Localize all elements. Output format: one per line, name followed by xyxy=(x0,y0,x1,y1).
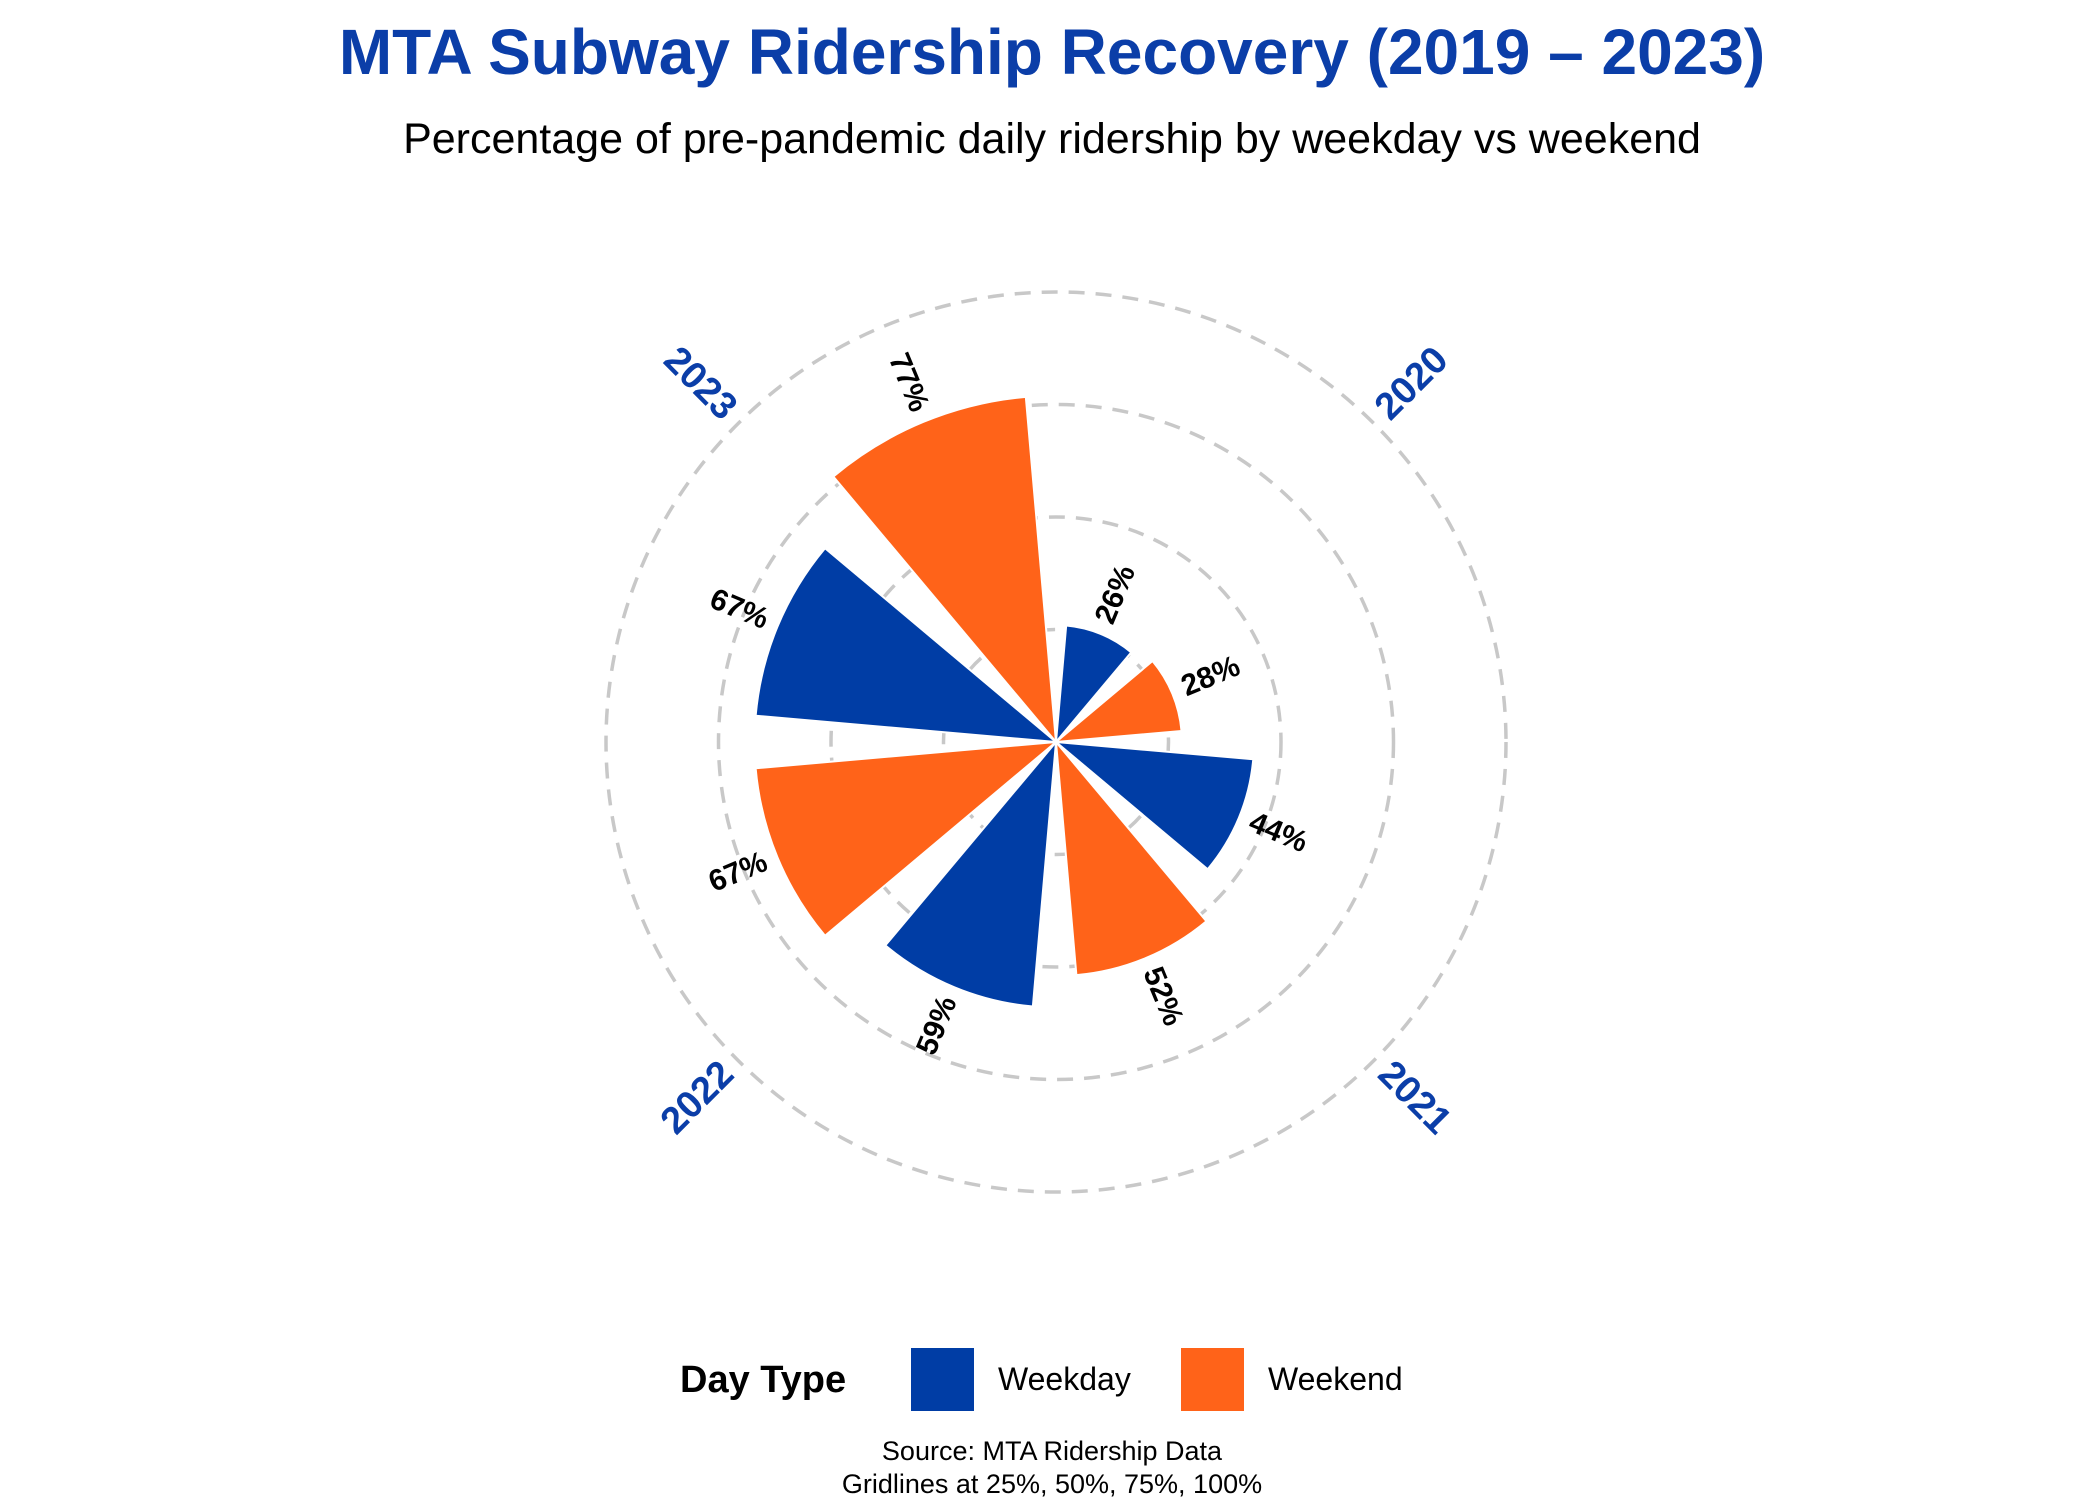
value-label-weekend-2020: 28% xyxy=(1177,650,1245,703)
bar-weekday-2022 xyxy=(883,738,1058,1008)
year-label-2021: 2021 xyxy=(1370,1053,1459,1142)
bar-weekend-2020 xyxy=(1052,659,1183,744)
value-label-weekday-2022: 59% xyxy=(910,991,963,1059)
bar-weekend-2023 xyxy=(831,395,1058,746)
year-label-2022: 2022 xyxy=(653,1053,742,1142)
bars xyxy=(754,395,1255,1008)
bar-weekend-2021 xyxy=(1054,738,1208,977)
value-label-weekend-2021: 52% xyxy=(1136,962,1189,1030)
value-label-weekend-2023: 77% xyxy=(882,348,935,416)
gridline-50 xyxy=(829,515,1283,969)
legend-label-weekday: Weekday xyxy=(998,1361,1131,1397)
year-label-2023: 2023 xyxy=(656,339,745,428)
year-label-2020: 2020 xyxy=(1367,339,1456,428)
gridline-75 xyxy=(716,402,1396,1082)
value-label-weekend-2022: 67% xyxy=(704,845,772,898)
gridlines xyxy=(604,290,1508,1194)
value-label-weekday-2020: 26% xyxy=(1089,560,1142,628)
caption-gridlines: Gridlines at 25%, 50%, 75%, 100% xyxy=(842,1469,1262,1499)
bar-weekday-2021 xyxy=(1052,740,1255,871)
bar-weekend-2022 xyxy=(754,740,1060,938)
legend-title: Day Type xyxy=(680,1359,846,1401)
legend-label-weekend: Weekend xyxy=(1268,1361,1403,1397)
caption-source: Source: MTA Ridership Data xyxy=(882,1436,1223,1466)
gridline-100 xyxy=(604,290,1508,1194)
gridline-25 xyxy=(941,627,1171,857)
bar-weekday-2020 xyxy=(1054,624,1133,746)
chart-title: MTA Subway Ridership Recovery (2019 – 20… xyxy=(339,16,1765,88)
legend-swatch-weekday xyxy=(911,1348,974,1411)
bar-weekday-2023 xyxy=(754,546,1060,744)
chart-subtitle: Percentage of pre-pandemic daily ridersh… xyxy=(403,115,1701,163)
legend: Day Type Weekday Weekend xyxy=(680,1348,1403,1411)
legend-swatch-weekend xyxy=(1181,1348,1244,1411)
